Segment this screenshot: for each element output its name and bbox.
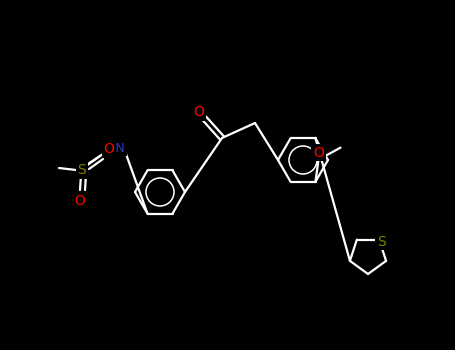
Text: S: S	[377, 234, 385, 248]
Text: O: O	[104, 142, 115, 156]
Text: S: S	[78, 163, 86, 177]
Text: HN: HN	[106, 141, 126, 154]
Text: O: O	[313, 146, 324, 160]
Text: O: O	[75, 194, 86, 208]
Text: O: O	[193, 105, 204, 119]
